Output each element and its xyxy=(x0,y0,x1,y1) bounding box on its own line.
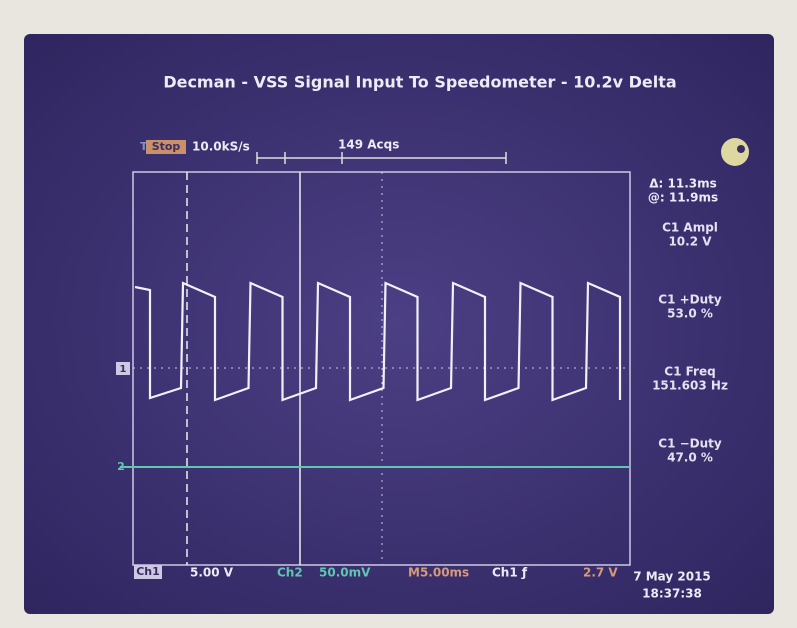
footer-ch1: Ch1 xyxy=(136,565,160,578)
acqs: 149 Acqs xyxy=(338,138,399,152)
ch1-marker: 1 xyxy=(120,364,127,375)
footer-time: 18:37:38 xyxy=(642,587,702,601)
footer-timebase: M5.00ms xyxy=(408,566,469,580)
scope-photo: Decman - VSS Signal Input To Speedometer… xyxy=(0,0,797,628)
measurement-value: 10.2 V xyxy=(668,235,712,249)
measurement-label: C1 −Duty xyxy=(658,437,722,451)
footer-date: 7 May 2015 xyxy=(633,570,711,584)
cursor-delta: Δ: 11.3ms xyxy=(649,177,717,191)
footer-trigger: Ch1 ƒ xyxy=(492,566,528,580)
footer-ch1-scale: 5.00 V xyxy=(190,566,234,580)
measurement-value: 151.603 Hz xyxy=(652,379,728,393)
footer-ch2: Ch2 xyxy=(277,566,303,580)
run-indicator-dot xyxy=(737,145,745,153)
measurement-label: C1 Ampl xyxy=(662,221,718,235)
title: Decman - VSS Signal Input To Speedometer… xyxy=(163,73,676,92)
measurement-value: 47.0 % xyxy=(667,451,713,465)
screen xyxy=(24,34,774,614)
footer-trigger-level: 2.7 V xyxy=(583,566,618,580)
state: Stop xyxy=(152,140,181,153)
cursor-at: @: 11.9ms xyxy=(648,191,718,205)
measurement-label: C1 +Duty xyxy=(658,293,722,307)
measurement-label: C1 Freq xyxy=(664,365,715,379)
measurement-value: 53.0 % xyxy=(667,307,713,321)
rate: 10.0kS/s xyxy=(192,140,250,154)
ch2-marker: 2 xyxy=(117,460,125,473)
run-indicator xyxy=(721,138,749,166)
footer-ch2-scale: 50.0mV xyxy=(319,566,371,580)
